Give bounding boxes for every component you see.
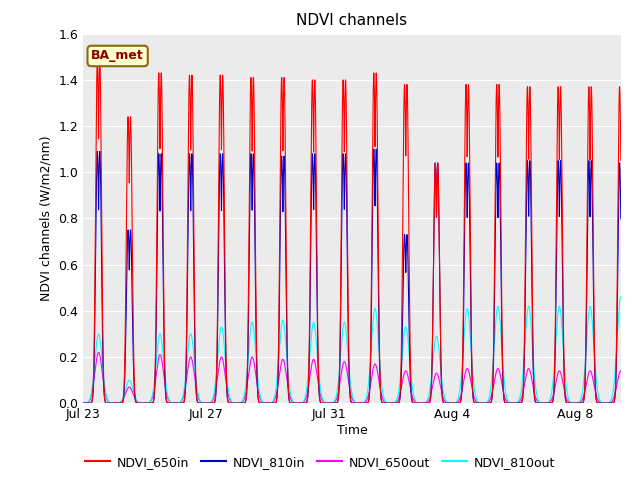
Title: NDVI channels: NDVI channels [296,13,408,28]
Text: BA_met: BA_met [92,49,144,62]
X-axis label: Time: Time [337,424,367,437]
Y-axis label: NDVI channels (W/m2/nm): NDVI channels (W/m2/nm) [40,135,52,301]
Legend: NDVI_650in, NDVI_810in, NDVI_650out, NDVI_810out: NDVI_650in, NDVI_810in, NDVI_650out, NDV… [80,451,560,474]
